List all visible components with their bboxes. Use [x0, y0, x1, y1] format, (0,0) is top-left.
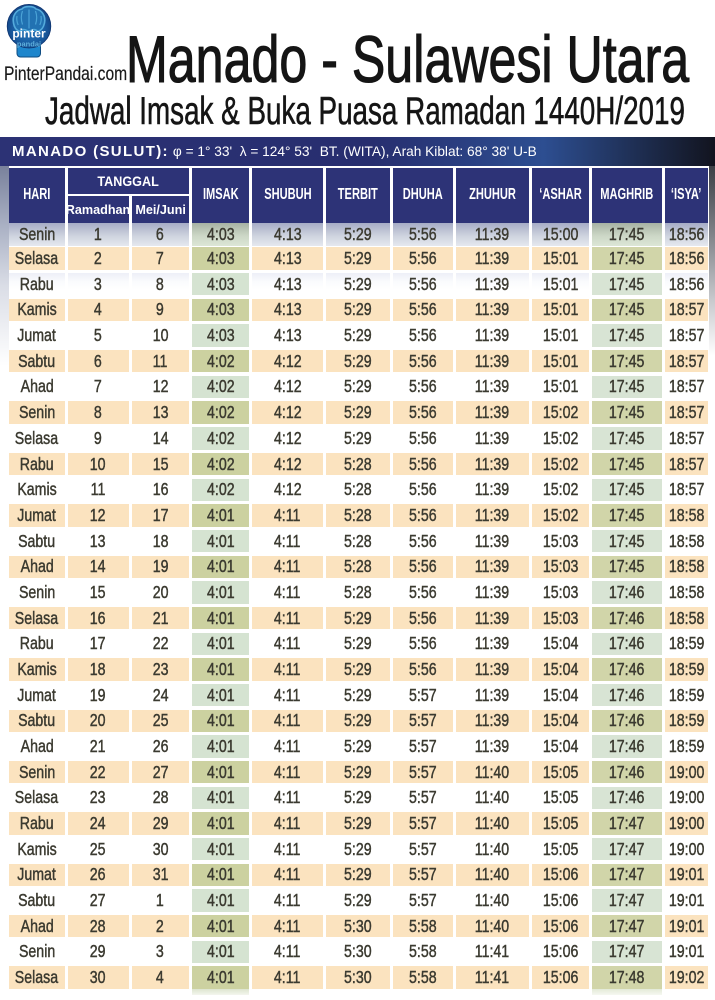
svg-text:pinter: pinter [12, 27, 46, 41]
svg-text:pandai: pandai [17, 40, 41, 49]
